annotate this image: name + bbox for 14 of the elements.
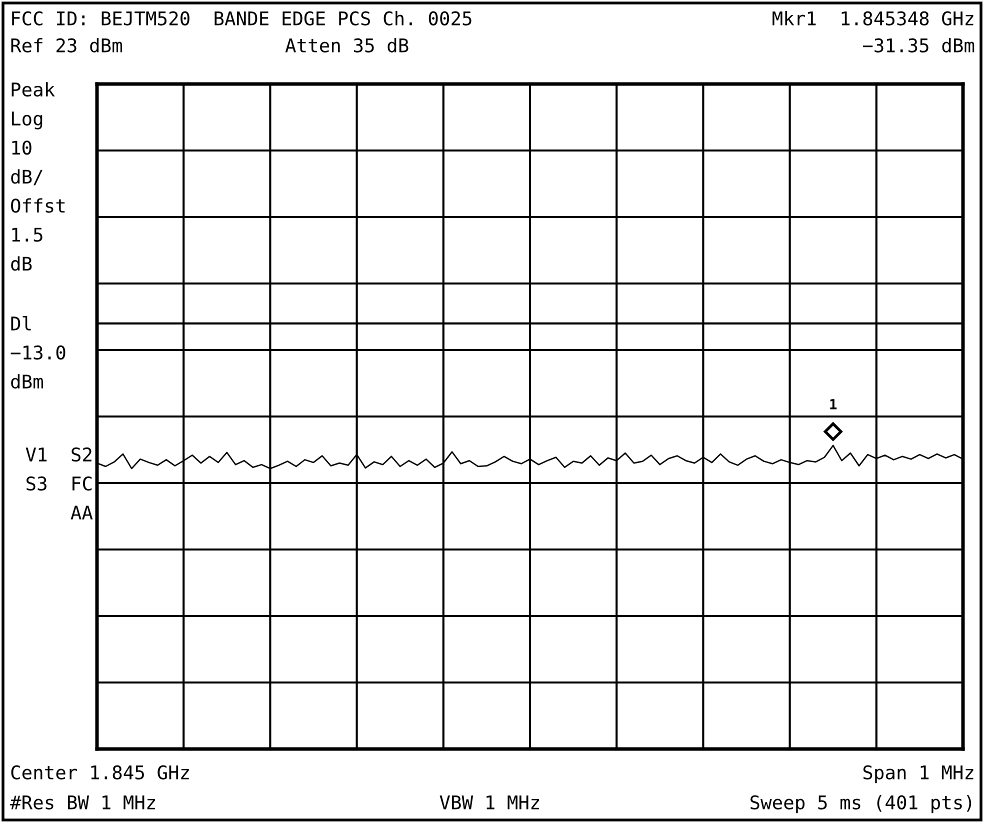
text: Sweep 5 ms (401 pts)	[750, 794, 972, 814]
text: Peak Log 10 dB/ Offst 1.5 dB	[11, 82, 65, 271]
chart-title: FCC ID: BEJTM520 BANDE EDGE PCS Ch. 0025	[12, 10, 472, 26]
text: −31.35 dBm	[862, 38, 974, 52]
text: Dl −13.0 dBm	[10, 316, 66, 389]
text: Mkr1 1.845348 GHz	[772, 10, 974, 26]
text: Ref 23 dBm	[11, 38, 122, 52]
text: V1 S2 S3 FC AA	[26, 447, 93, 520]
annotation: 1	[830, 399, 837, 410]
text: Span 1 MHz	[863, 765, 974, 784]
text: Atten 35 dB	[285, 38, 408, 52]
text: Center 1.845 GHz	[11, 765, 189, 780]
text: #Res BW 1 MHz	[10, 796, 155, 810]
text: VBW 1 MHz	[440, 796, 540, 810]
